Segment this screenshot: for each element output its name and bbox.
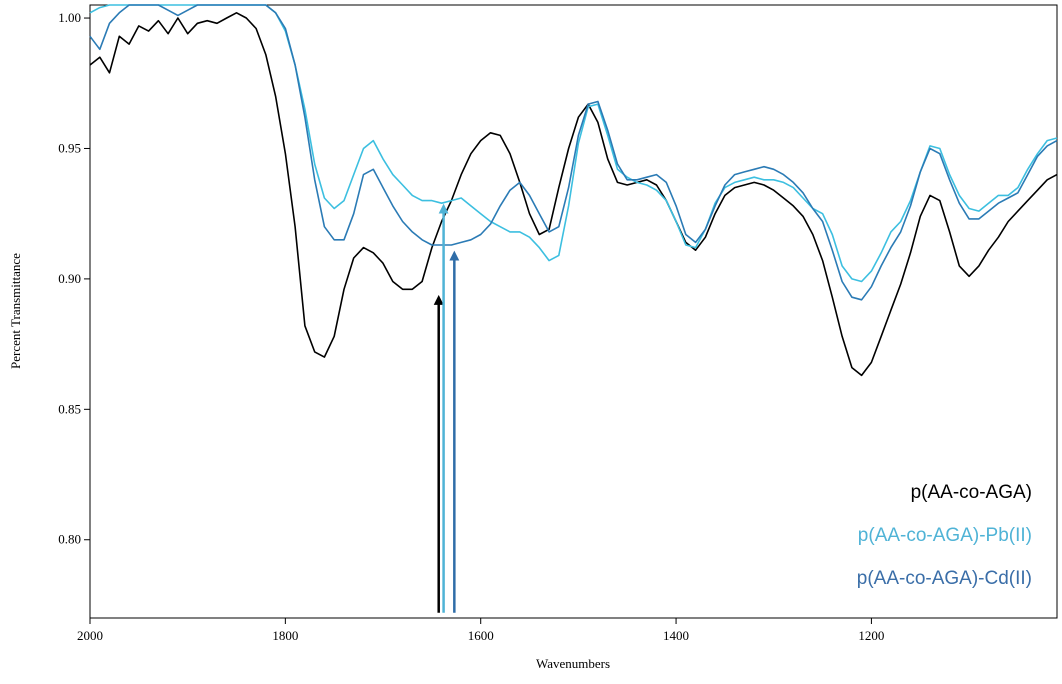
annotation-layer [433, 203, 460, 613]
x-axis-label: Wavenumbers [536, 656, 610, 671]
legend-entry-2: p(AA-co-AGA)-Pb(II) [858, 525, 1032, 546]
y-tick-label-0.80: 0.80 [58, 532, 81, 547]
y-axis-label: Percent Transmittance [8, 253, 23, 369]
y-tick-label-1.00: 1.00 [58, 10, 81, 25]
x-axis: 2000 1800 1600 1400 1200 [77, 618, 884, 643]
x-tick-label-1200: 1200 [858, 628, 884, 643]
x-tick-label-2000: 2000 [77, 628, 103, 643]
plot-frame [89, 4, 1058, 619]
series-line-3 [89, 4, 1058, 301]
x-tick-label-1600: 1600 [468, 628, 494, 643]
series-line-2 [89, 4, 1058, 283]
y-tick-label-0.90: 0.90 [58, 271, 81, 286]
x-tick-label-1400: 1400 [663, 628, 689, 643]
series-layer [89, 4, 1058, 377]
y-tick-label-0.85: 0.85 [58, 401, 81, 416]
legend-entry-3: p(AA-co-AGA)-Cd(II) [857, 568, 1032, 589]
x-tick-label-1800: 1800 [272, 628, 298, 643]
series-line-1 [89, 12, 1058, 377]
legend: p(AA-co-AGA) p(AA-co-AGA)-Pb(II) p(AA-co-A… [857, 482, 1032, 589]
y-tick-label-0.95: 0.95 [58, 140, 81, 155]
y-axis: 1.00 0.95 0.90 0.85 0.80 [58, 10, 90, 547]
legend-entry-1: p(AA-co-AGA) [911, 482, 1032, 503]
